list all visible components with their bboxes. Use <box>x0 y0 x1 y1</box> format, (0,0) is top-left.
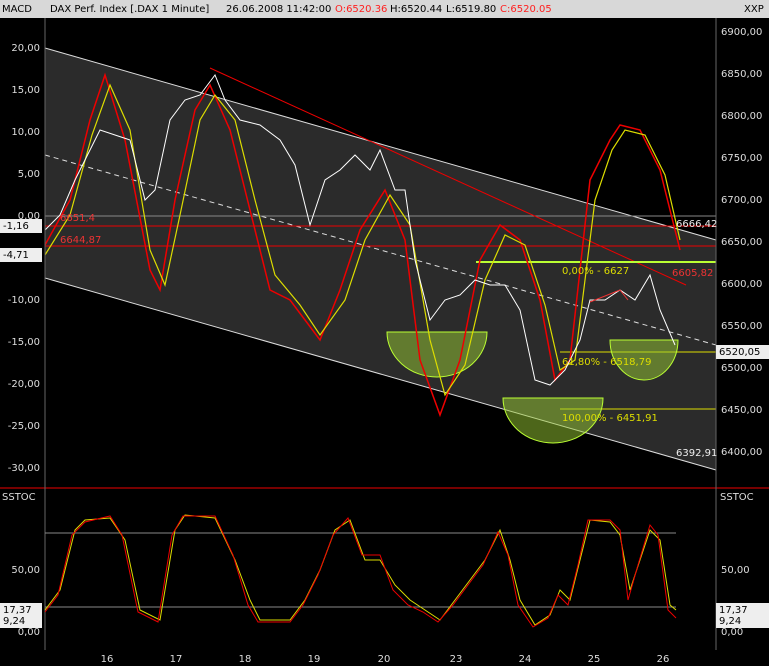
annotation: 6644,87 <box>60 235 101 246</box>
x-tick-label: 17 <box>170 654 183 665</box>
y-tick-label: -25,00 <box>8 421 40 432</box>
y2-tick-label: 6500,00 <box>721 363 762 374</box>
annotation: 6605,82 <box>672 268 713 279</box>
y2-tick-label: 6750,00 <box>721 153 762 164</box>
stoch-right-label: SSTOC <box>720 492 754 503</box>
right-marker-box <box>716 345 769 359</box>
header-date: 26.06.2008 11:42:00 <box>226 4 331 15</box>
price-line <box>44 73 676 386</box>
y2-tick-label: 6550,00 <box>721 321 762 332</box>
x-tick-label: 19 <box>308 654 321 665</box>
y2-tick-label: 6850,00 <box>721 69 762 80</box>
x-tick-label: 18 <box>239 654 252 665</box>
header-high: H:6520.44 <box>390 4 442 15</box>
arc <box>609 339 679 381</box>
annotation: 0,00% - 6627 <box>562 266 629 277</box>
x-tick-label: 25 <box>588 654 601 665</box>
y-tick-label: -30,00 <box>8 463 40 474</box>
x-tick-label: 20 <box>378 654 391 665</box>
y2-tick-label: 6600,00 <box>721 279 762 290</box>
channel-bottom <box>44 277 717 471</box>
stoch-tick-label: 0,00 <box>18 627 40 638</box>
y2-tick-label: 6650,00 <box>721 237 762 248</box>
header-title: DAX Perf. Index [.DAX 1 Minute] <box>50 4 209 15</box>
y-tick-label: 10,00 <box>11 127 40 138</box>
stoch-marker-box <box>716 614 769 628</box>
x-tick-label: 26 <box>657 654 670 665</box>
stoch-marker-box <box>0 614 42 628</box>
header-close: C:6520.05 <box>500 4 552 15</box>
annotation: 6666,42 <box>676 219 717 230</box>
header-open: O:6520.36 <box>335 4 387 15</box>
y-tick-label: 15,00 <box>11 85 40 96</box>
left-marker-box <box>0 248 42 262</box>
stoch-marker: 17,37 <box>719 605 748 616</box>
y-tick-label: 0,00 <box>18 211 40 222</box>
stoch-marker: 9,24 <box>719 616 741 627</box>
x-tick-label: 24 <box>519 654 532 665</box>
channel-top <box>44 47 717 241</box>
y-tick-label: -15,00 <box>8 337 40 348</box>
left-marker: -4,71 <box>3 250 29 261</box>
y2-tick-label: 6800,00 <box>721 111 762 122</box>
stoch-line <box>44 515 677 628</box>
right-marker: 6520,05 <box>719 347 760 358</box>
stoch-marker-box <box>716 603 769 617</box>
stoch-marker: 17,37 <box>3 605 32 616</box>
left-label: MACD <box>2 4 32 15</box>
annotation: 61,80% - 6518,79 <box>562 357 651 368</box>
y-tick-label: -10,00 <box>8 295 40 306</box>
right-label: XXP <box>744 4 764 15</box>
stoch-tick-label: 50,00 <box>721 565 750 576</box>
channel <box>45 48 716 470</box>
arc <box>502 397 604 444</box>
left-marker: -1,16 <box>3 221 29 232</box>
y2-tick-label: 6400,00 <box>721 447 762 458</box>
title-bar <box>0 0 769 18</box>
y-tick-label: -20,00 <box>8 379 40 390</box>
header-low: L:6519.80 <box>446 4 496 15</box>
stoch-marker: 9,24 <box>3 616 25 627</box>
stoch-tick-label: 50,00 <box>11 565 40 576</box>
trend-line <box>589 289 629 303</box>
x-tick-label: 16 <box>101 654 114 665</box>
macd-line <box>44 72 681 418</box>
stoch-signal <box>44 514 677 626</box>
signal-line <box>44 83 681 397</box>
y2-tick-label: 6900,00 <box>721 27 762 38</box>
y2-tick-label: 6450,00 <box>721 405 762 416</box>
y-tick-label: 20,00 <box>11 43 40 54</box>
y-tick-label: 5,00 <box>18 169 40 180</box>
left-marker-box <box>0 219 42 233</box>
annotation: 6651,4 <box>60 213 95 224</box>
x-tick-label: 23 <box>450 654 463 665</box>
annotation: 100,00% - 6451,91 <box>562 413 658 424</box>
stoch-tick-label: 0,00 <box>721 627 743 638</box>
annotation: 6392,91 <box>676 448 717 459</box>
trend-line <box>209 67 687 286</box>
stoch-marker-box <box>0 603 42 617</box>
stoch-left-label: SSTOC <box>2 492 36 503</box>
y2-tick-label: 6700,00 <box>721 195 762 206</box>
